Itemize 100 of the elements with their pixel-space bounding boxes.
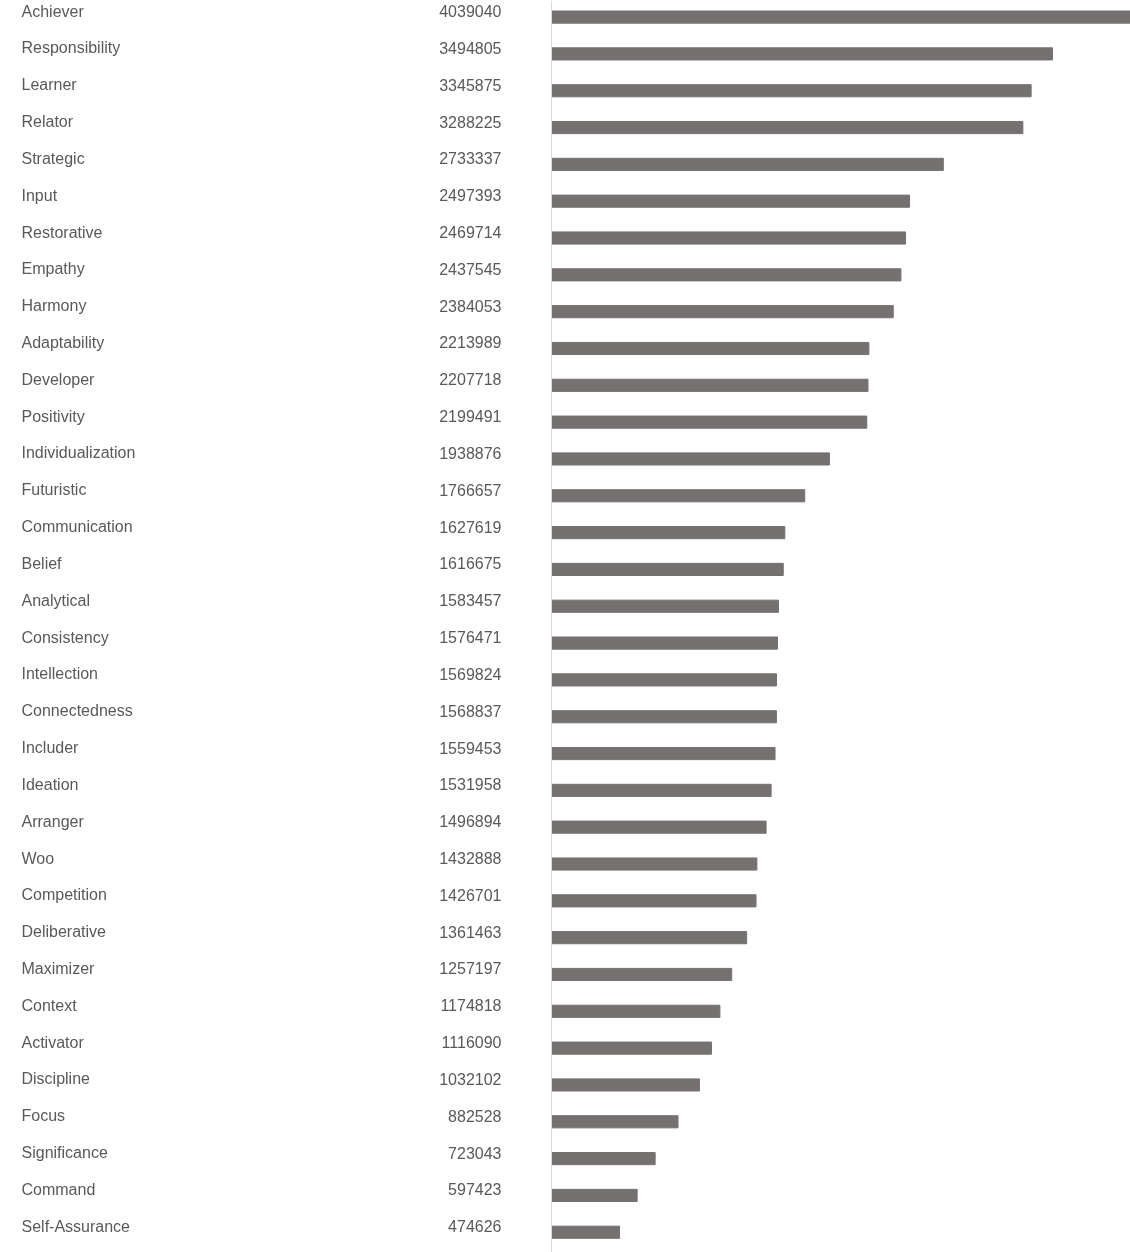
y-tick-label: Includer: [21, 739, 80, 757]
data-label: 2733337: [439, 150, 502, 168]
bar: [551, 84, 1032, 98]
bar: [551, 415, 868, 429]
bar: [551, 305, 894, 319]
y-tick-label: Adaptability: [21, 333, 105, 351]
y-tick-label: Command: [21, 1180, 96, 1198]
y-tick-label: Analytical: [21, 591, 90, 609]
data-label: 2384053: [439, 297, 502, 315]
y-tick-label: Responsibility: [21, 39, 121, 57]
bar: [551, 931, 748, 945]
bar: [551, 857, 758, 871]
bar: [551, 157, 944, 171]
y-tick-label: Ideation: [21, 775, 79, 793]
data-label: 3494805: [439, 39, 502, 57]
data-label: 1766657: [439, 481, 502, 499]
data-label: 1032102: [439, 1070, 502, 1088]
y-tick-label: Communication: [21, 518, 133, 536]
data-label: 1569824: [439, 665, 502, 683]
data-label: 2497393: [439, 187, 502, 205]
bar: [551, 231, 907, 245]
data-label: 2469714: [439, 224, 502, 242]
data-label: 1426701: [439, 886, 502, 904]
bar: [551, 194, 910, 208]
data-label: 1361463: [439, 923, 502, 941]
bar: [551, 1152, 656, 1166]
data-label: 4039040: [439, 3, 502, 21]
y-tick-label: Woo: [21, 849, 55, 867]
y-tick-label: Arranger: [21, 812, 85, 830]
data-label: 3345875: [439, 76, 502, 94]
bar: [551, 820, 767, 834]
bar: [551, 746, 776, 761]
y-tick-label: Connectedness: [21, 702, 133, 720]
y-tick-label: Discipline: [21, 1070, 91, 1088]
bar: [551, 1078, 700, 1092]
y-tick-label: Maximizer: [21, 959, 96, 977]
y-tick-label: Self-Assurance: [21, 1217, 131, 1235]
y-tick-label: Focus: [21, 1107, 66, 1125]
bar: [551, 378, 869, 392]
data-label: 1576471: [439, 629, 502, 647]
y-tick-label: Achiever: [21, 2, 85, 20]
data-label: 474626: [448, 1218, 502, 1236]
bar: [551, 47, 1053, 61]
data-label: 882528: [448, 1107, 502, 1125]
bar: [551, 967, 733, 982]
data-label: 1559453: [439, 739, 502, 757]
y-tick-label: Harmony: [21, 297, 87, 315]
y-tick-label: Context: [21, 996, 78, 1014]
bar: [551, 526, 786, 540]
bar: [551, 1188, 638, 1202]
bar: [551, 562, 784, 576]
data-label: 1174818: [440, 997, 502, 1015]
y-tick-label: Competition: [21, 886, 107, 904]
y-tick-label: Consistency: [21, 628, 109, 646]
bar: [551, 120, 1024, 135]
y-tick-label: Belief: [21, 554, 63, 572]
bar: [551, 636, 778, 650]
y-tick-label: Relator: [21, 113, 74, 131]
y-tick-label: Deliberative: [21, 923, 107, 941]
data-label: 1616675: [439, 555, 502, 573]
bar: [551, 268, 902, 282]
data-label: 1257197: [439, 960, 502, 978]
data-label: 1432888: [439, 850, 502, 868]
bar: [551, 710, 777, 724]
bar: [551, 1041, 712, 1055]
y-tick-label: Restorative: [21, 223, 103, 241]
data-label: 723043: [448, 1144, 502, 1162]
data-label: 1496894: [439, 813, 502, 831]
y-tick-label: Significance: [21, 1144, 108, 1162]
bar: [551, 783, 772, 797]
data-label: 2199491: [439, 408, 502, 426]
y-tick-label: Strategic: [21, 149, 85, 167]
data-label: 2207718: [439, 371, 502, 389]
bar: [551, 599, 779, 613]
data-label: 1568837: [439, 702, 502, 720]
data-label: 3288225: [439, 113, 502, 131]
bar: [551, 10, 1130, 24]
y-tick-label: Positivity: [21, 407, 85, 425]
bar: [551, 452, 830, 466]
data-label: 1938876: [439, 444, 502, 462]
bar: [551, 341, 870, 356]
data-label: 2213989: [439, 334, 502, 352]
y-tick-label: Intellection: [21, 665, 98, 683]
y-tick-label: Developer: [21, 370, 96, 388]
y-tick-label: Futuristic: [21, 481, 87, 499]
data-label: 1583457: [439, 592, 502, 610]
y-tick-label: Learner: [21, 76, 78, 94]
bar: [551, 489, 806, 503]
y-tick-label: Input: [21, 186, 58, 204]
data-label: 2437545: [439, 260, 502, 278]
bar: [551, 1115, 679, 1129]
y-tick-label: Activator: [21, 1033, 85, 1051]
data-label: 1116090: [441, 1034, 502, 1052]
data-label: 1627619: [439, 518, 502, 536]
data-label: 597423: [448, 1181, 502, 1199]
y-tick-label: Empathy: [21, 260, 85, 278]
bar: [551, 894, 757, 908]
data-label: 1531958: [439, 776, 502, 794]
bar: [551, 673, 778, 687]
bar: [551, 1004, 721, 1018]
